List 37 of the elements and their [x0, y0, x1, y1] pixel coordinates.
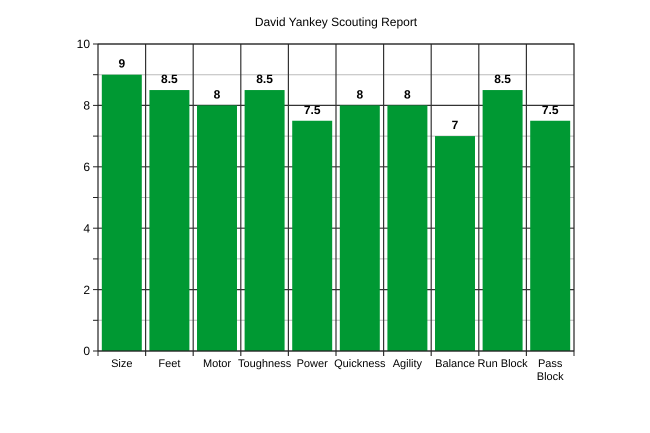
- y-tick-label: 0: [83, 344, 90, 358]
- bar: [102, 74, 142, 351]
- data-label: 8.5: [161, 72, 178, 86]
- bar: [387, 105, 428, 351]
- bar: [340, 105, 380, 351]
- y-tick-label: 8: [83, 98, 90, 113]
- data-label: 8.5: [494, 72, 512, 86]
- data-label: 8: [214, 87, 221, 102]
- data-label: 8: [356, 87, 364, 102]
- x-tick-label: Quickness: [334, 358, 386, 370]
- data-label: 7.5: [304, 102, 321, 117]
- x-tick-label: Run Block: [478, 358, 528, 370]
- data-label: 8.5: [256, 72, 274, 86]
- y-tick-label: 6: [83, 160, 90, 174]
- y-tick-label: 10: [76, 37, 90, 52]
- bar: [292, 120, 332, 351]
- data-label: 7: [452, 118, 459, 132]
- bar: [530, 120, 570, 351]
- x-tick-label: Feet: [158, 358, 180, 370]
- data-label: 7.5: [542, 102, 559, 117]
- data-label: 8: [404, 87, 412, 102]
- bar: [435, 136, 475, 351]
- x-tick-label: Size: [111, 358, 133, 370]
- x-tick-label: Pass Block: [536, 358, 564, 383]
- x-tick-label: Balance: [435, 358, 475, 370]
- x-tick-label: Power: [296, 358, 328, 370]
- bar: [244, 90, 285, 351]
- y-tick-label: 4: [83, 221, 90, 236]
- x-tick-label: Agility: [392, 358, 423, 370]
- chart-title: David Yankey Scouting Report: [254, 15, 418, 29]
- y-tick-label: 2: [83, 282, 90, 297]
- bar: [149, 90, 190, 351]
- bar: [197, 105, 237, 351]
- bar: [482, 90, 523, 351]
- data-label: 9: [118, 56, 126, 71]
- x-tick-label: Motor: [202, 358, 232, 370]
- x-tick-label: Toughness: [238, 358, 292, 370]
